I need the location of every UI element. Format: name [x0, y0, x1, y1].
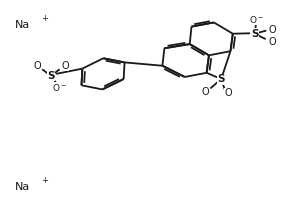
Text: Na: Na [15, 182, 30, 192]
Text: +: + [41, 14, 48, 23]
Text: S: S [217, 74, 225, 84]
Text: +: + [41, 176, 48, 186]
Text: O: O [61, 61, 69, 71]
Text: O: O [225, 88, 232, 98]
Text: O: O [33, 61, 41, 71]
Text: S: S [251, 29, 258, 39]
Text: O$^-$: O$^-$ [52, 83, 67, 93]
Text: O: O [269, 25, 276, 35]
Text: Na: Na [15, 20, 30, 30]
Text: O: O [201, 87, 209, 97]
Text: O$^-$: O$^-$ [249, 14, 264, 25]
Text: S: S [47, 71, 55, 81]
Text: O: O [268, 37, 276, 47]
